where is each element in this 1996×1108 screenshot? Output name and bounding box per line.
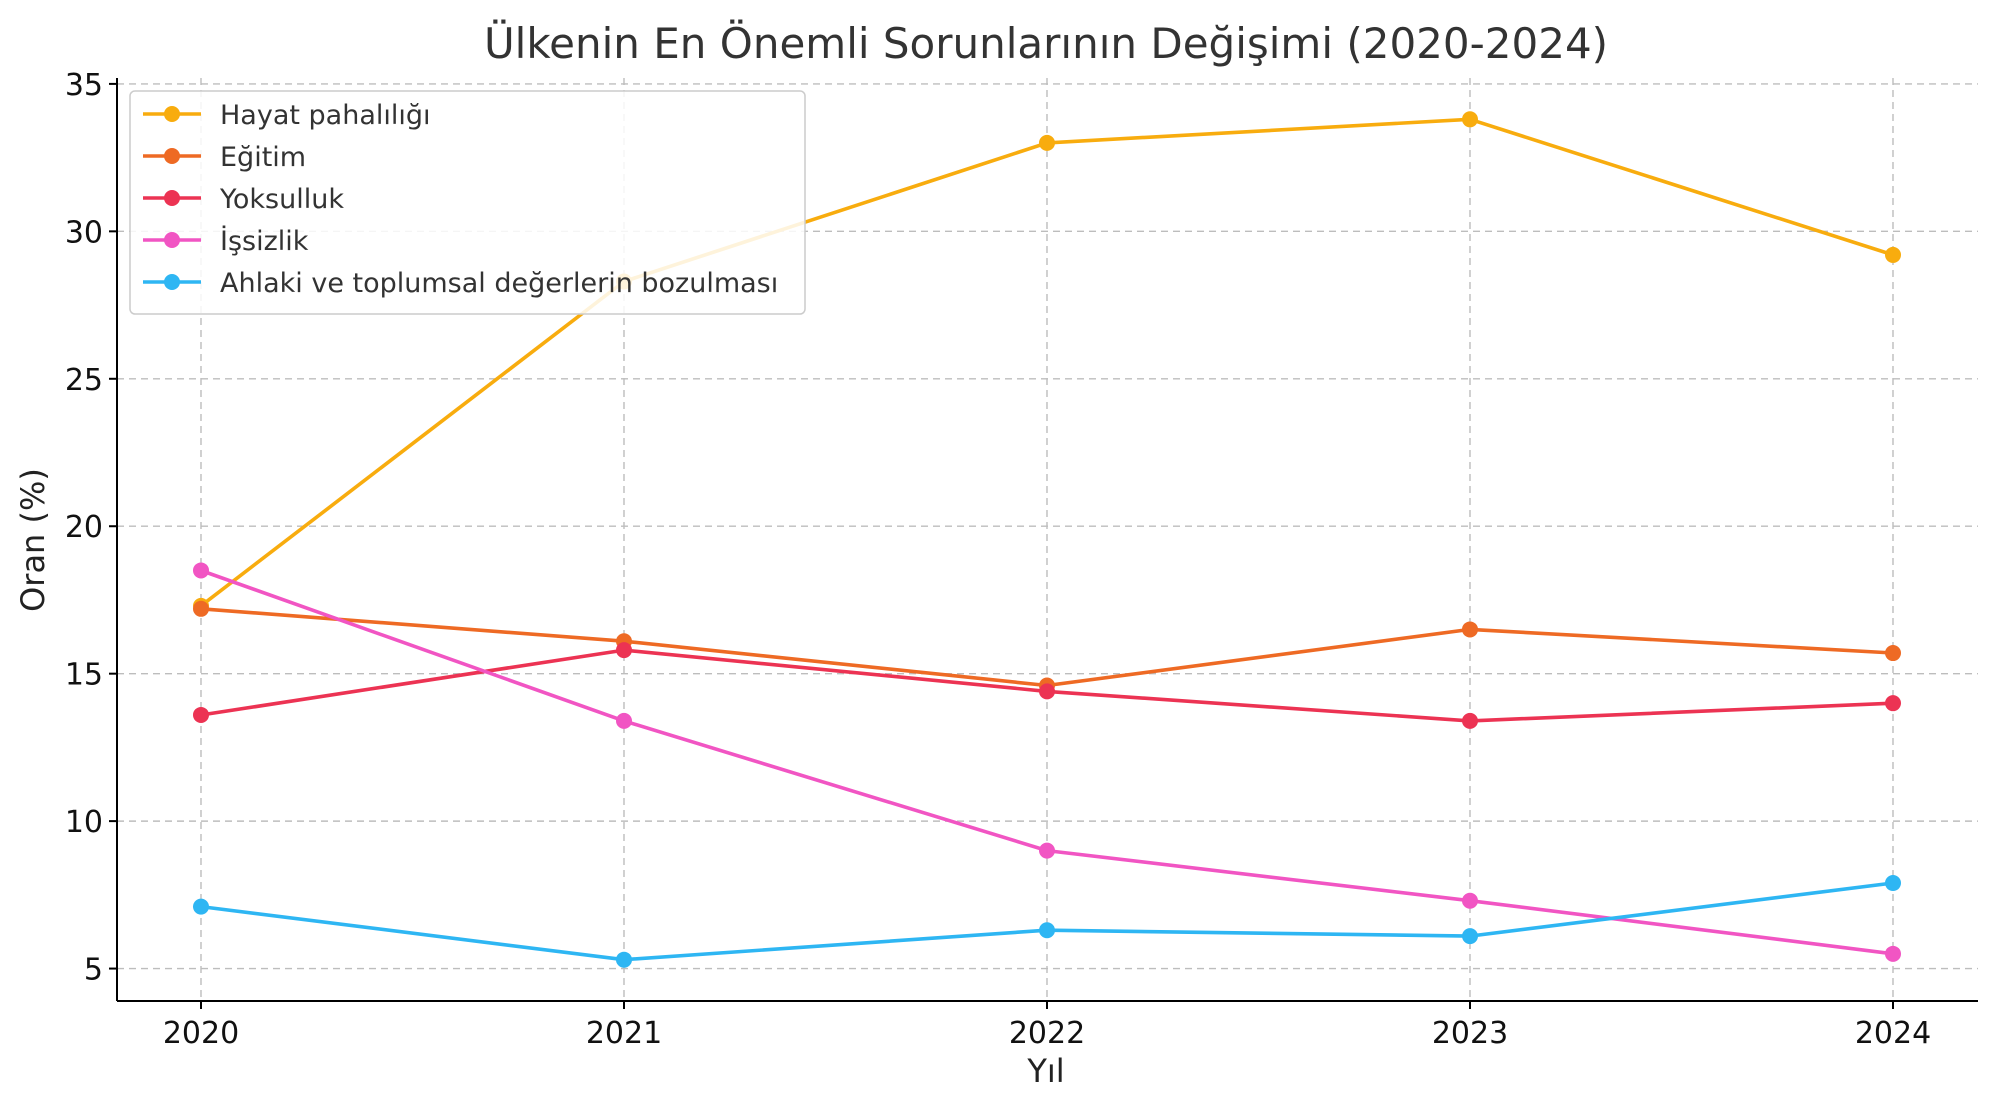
legend-marker bbox=[164, 148, 180, 164]
legend-items: Hayat pahalılığı Eğitim Yoksulluk İşsizlik A… bbox=[143, 100, 778, 299]
legend-label: Eğitim bbox=[220, 142, 306, 173]
x-axis-label: Yıl bbox=[1026, 1052, 1064, 1090]
legend-marker bbox=[164, 106, 180, 122]
data-point bbox=[1885, 246, 1901, 263]
data-point bbox=[1462, 621, 1478, 638]
legend-label: Ahlaki ve toplumsal değerlerin bozulması bbox=[220, 268, 778, 299]
data-point bbox=[193, 600, 209, 617]
y-tick-label: 25 bbox=[65, 363, 103, 398]
legend-item: İşsizlik bbox=[143, 225, 309, 257]
series-group bbox=[193, 875, 1901, 968]
x-tick-label: 2024 bbox=[1855, 1016, 1931, 1051]
legend-item: Hayat pahalılığı bbox=[143, 100, 431, 131]
legend-marker bbox=[164, 232, 180, 248]
x-tick-label: 2021 bbox=[586, 1016, 662, 1051]
data-point bbox=[1885, 945, 1901, 962]
legend-box bbox=[129, 90, 806, 315]
x-tick-label: 2022 bbox=[1009, 1016, 1085, 1051]
data-point bbox=[1462, 712, 1478, 729]
legend: Hayat pahalılığı Eğitim Yoksulluk İşsizlik A… bbox=[129, 90, 806, 315]
data-point bbox=[1039, 922, 1055, 939]
legend-label: İşsizlik bbox=[220, 225, 309, 257]
legend-marker bbox=[164, 274, 180, 290]
legend-label: Yoksulluk bbox=[219, 184, 344, 215]
tick-labels: 2020 2021 2022 2023 2024 5 10 15 20 25 30 35 bbox=[65, 68, 1931, 1051]
x-tick-label: 2020 bbox=[163, 1016, 239, 1051]
data-point bbox=[1885, 695, 1901, 712]
y-tick-label: 30 bbox=[65, 215, 103, 250]
legend-item: Eğitim bbox=[143, 142, 306, 173]
data-point bbox=[1462, 892, 1478, 909]
data-point bbox=[1462, 111, 1478, 128]
y-tick-label: 5 bbox=[84, 953, 103, 988]
data-point bbox=[193, 562, 209, 579]
data-point bbox=[1039, 683, 1055, 700]
data-point bbox=[616, 642, 632, 659]
data-point bbox=[1039, 842, 1055, 859]
y-tick-label: 20 bbox=[65, 510, 103, 545]
data-point bbox=[1462, 928, 1478, 945]
legend-label: Hayat pahalılığı bbox=[220, 100, 431, 131]
grid-lines bbox=[117, 78, 1978, 1001]
data-point bbox=[1885, 645, 1901, 662]
data-point bbox=[616, 951, 632, 968]
y-axis-label: Oran (%) bbox=[14, 468, 52, 612]
y-tick-label: 35 bbox=[65, 68, 103, 103]
legend-marker bbox=[164, 190, 180, 206]
x-tick-label: 2023 bbox=[1432, 1016, 1508, 1051]
chart-title: Ülkenin En Önemli Sorunlarının Değişimi … bbox=[484, 18, 1608, 68]
data-point bbox=[1885, 875, 1901, 892]
data-point bbox=[616, 712, 632, 729]
data-point bbox=[193, 898, 209, 915]
data-point bbox=[1039, 134, 1055, 151]
series-lines bbox=[193, 111, 1901, 968]
y-tick-label: 10 bbox=[65, 805, 103, 840]
y-tick-label: 15 bbox=[65, 658, 103, 693]
legend-item: Yoksulluk bbox=[143, 184, 344, 215]
data-point bbox=[193, 706, 209, 723]
legend-item: Ahlaki ve toplumsal değerlerin bozulması bbox=[143, 268, 778, 299]
